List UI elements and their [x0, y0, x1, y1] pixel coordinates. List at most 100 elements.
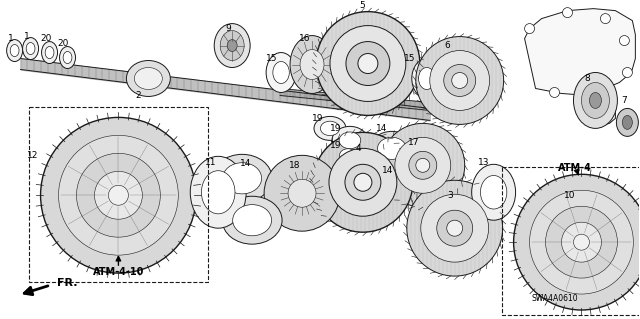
- Circle shape: [436, 210, 473, 246]
- Text: 11: 11: [204, 158, 216, 167]
- Ellipse shape: [42, 41, 58, 63]
- Ellipse shape: [273, 62, 289, 84]
- Ellipse shape: [223, 163, 262, 194]
- Ellipse shape: [300, 49, 324, 79]
- Text: 14: 14: [239, 159, 251, 168]
- Circle shape: [514, 174, 640, 310]
- Text: 8: 8: [584, 74, 590, 83]
- Circle shape: [288, 179, 316, 207]
- Text: 14: 14: [382, 166, 394, 175]
- Circle shape: [620, 36, 629, 46]
- Ellipse shape: [266, 53, 296, 93]
- Ellipse shape: [616, 108, 638, 137]
- Circle shape: [545, 206, 618, 278]
- Text: 18: 18: [289, 161, 301, 170]
- Ellipse shape: [290, 36, 334, 93]
- Text: 7: 7: [621, 96, 627, 105]
- Circle shape: [447, 220, 463, 236]
- Text: ATM-4-10: ATM-4-10: [93, 267, 144, 277]
- Text: SWA4A0610: SWA4A0610: [531, 293, 578, 302]
- Text: 12: 12: [27, 151, 38, 160]
- Text: 1: 1: [24, 32, 29, 41]
- Text: 3: 3: [447, 191, 452, 200]
- Circle shape: [77, 153, 161, 237]
- Text: 13: 13: [478, 158, 490, 167]
- Circle shape: [330, 26, 406, 101]
- Ellipse shape: [190, 156, 246, 228]
- Circle shape: [416, 158, 430, 172]
- Circle shape: [622, 68, 632, 78]
- Text: 19: 19: [330, 141, 342, 150]
- Circle shape: [329, 148, 397, 216]
- Ellipse shape: [233, 204, 271, 236]
- Ellipse shape: [573, 72, 618, 128]
- Text: FR.: FR.: [56, 278, 77, 288]
- Circle shape: [409, 151, 436, 179]
- Text: 20: 20: [58, 39, 69, 48]
- Circle shape: [416, 37, 504, 124]
- Ellipse shape: [45, 47, 54, 59]
- Text: 15: 15: [404, 54, 415, 63]
- Text: 19: 19: [330, 124, 342, 133]
- Circle shape: [264, 155, 340, 231]
- Ellipse shape: [314, 116, 346, 140]
- Circle shape: [40, 117, 196, 273]
- Circle shape: [108, 185, 129, 205]
- Circle shape: [550, 87, 559, 97]
- Ellipse shape: [622, 115, 632, 130]
- Ellipse shape: [6, 40, 22, 62]
- Text: 20: 20: [40, 34, 51, 43]
- Circle shape: [604, 85, 614, 95]
- Text: 10: 10: [564, 191, 575, 200]
- Bar: [502, 167, 640, 315]
- Circle shape: [430, 50, 490, 110]
- Ellipse shape: [202, 171, 235, 214]
- Ellipse shape: [582, 83, 609, 118]
- Text: 17: 17: [408, 138, 420, 147]
- Ellipse shape: [214, 24, 250, 68]
- Ellipse shape: [589, 93, 602, 108]
- Ellipse shape: [419, 68, 435, 89]
- Circle shape: [452, 72, 468, 88]
- Ellipse shape: [212, 154, 272, 202]
- Circle shape: [354, 173, 372, 191]
- Ellipse shape: [134, 68, 163, 89]
- Circle shape: [358, 54, 378, 73]
- Ellipse shape: [22, 38, 38, 60]
- Text: 6: 6: [445, 41, 451, 50]
- Circle shape: [395, 137, 451, 193]
- Text: 19: 19: [312, 114, 324, 123]
- Ellipse shape: [378, 137, 406, 160]
- Ellipse shape: [227, 40, 237, 52]
- Text: 4: 4: [355, 144, 361, 153]
- Ellipse shape: [481, 175, 507, 209]
- Text: 9: 9: [225, 24, 231, 33]
- Text: 2: 2: [136, 91, 141, 100]
- Circle shape: [420, 194, 489, 262]
- Ellipse shape: [63, 51, 72, 63]
- Circle shape: [346, 41, 390, 85]
- Circle shape: [573, 234, 589, 250]
- Polygon shape: [525, 9, 636, 126]
- Circle shape: [58, 135, 179, 255]
- Text: 16: 16: [300, 34, 311, 43]
- Circle shape: [345, 164, 381, 200]
- Ellipse shape: [220, 31, 244, 61]
- Ellipse shape: [321, 121, 340, 136]
- Ellipse shape: [472, 164, 516, 220]
- Circle shape: [579, 92, 589, 101]
- Circle shape: [444, 64, 476, 96]
- Ellipse shape: [126, 61, 170, 96]
- Text: ATM-4: ATM-4: [557, 163, 591, 173]
- Ellipse shape: [412, 58, 442, 99]
- Circle shape: [561, 222, 602, 262]
- Circle shape: [600, 14, 611, 24]
- Ellipse shape: [10, 45, 19, 56]
- Circle shape: [95, 171, 142, 219]
- Circle shape: [316, 11, 420, 115]
- Circle shape: [563, 8, 573, 18]
- Circle shape: [529, 190, 634, 294]
- Text: 5: 5: [359, 1, 365, 10]
- Ellipse shape: [332, 126, 368, 154]
- Ellipse shape: [222, 196, 282, 244]
